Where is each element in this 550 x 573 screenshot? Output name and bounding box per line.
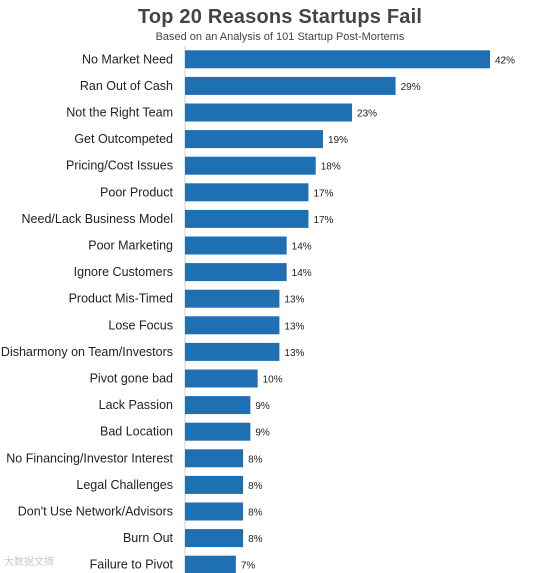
category-label: No Financing/Investor Interest xyxy=(6,451,173,465)
bar xyxy=(185,475,244,494)
chart-subtitle: Based on an Analysis of 101 Startup Post… xyxy=(155,31,405,43)
value-label: 18% xyxy=(321,162,341,173)
value-label: 14% xyxy=(292,242,312,253)
value-label: 29% xyxy=(401,82,421,93)
category-label: Bad Location xyxy=(100,425,173,439)
category-label: No Market Need xyxy=(82,52,173,66)
bar xyxy=(185,502,244,521)
bar xyxy=(185,209,309,228)
category-label: Ignore Customers xyxy=(74,265,173,279)
value-label: 17% xyxy=(313,188,333,199)
value-label: 13% xyxy=(284,321,304,332)
category-label: Product Mis-Timed xyxy=(69,292,173,306)
category-label: Need/Lack Business Model xyxy=(22,212,173,226)
bar xyxy=(185,50,490,69)
value-label: 13% xyxy=(284,348,304,359)
value-label: 8% xyxy=(248,508,263,519)
bar xyxy=(185,183,309,202)
bar xyxy=(185,555,236,573)
category-label: Ran Out of Cash xyxy=(80,79,173,93)
value-label: 8% xyxy=(248,534,263,545)
value-label: 9% xyxy=(255,401,270,412)
value-label: 17% xyxy=(313,215,333,226)
category-label: Failure to Pivot xyxy=(90,558,174,572)
bar xyxy=(185,422,251,441)
bar xyxy=(185,396,251,415)
value-label: 10% xyxy=(263,375,283,386)
value-label: 23% xyxy=(357,109,377,120)
category-label: Legal Challenges xyxy=(76,478,173,492)
bar xyxy=(185,529,244,548)
category-label: Pivot gone bad xyxy=(90,372,173,386)
value-label: 8% xyxy=(248,481,263,492)
category-label: Not the Right Team xyxy=(66,106,173,120)
bar xyxy=(185,342,280,361)
category-label: Poor Marketing xyxy=(88,239,173,253)
value-label: 13% xyxy=(284,295,304,306)
value-label: 9% xyxy=(255,428,270,439)
bar xyxy=(185,236,287,255)
bar xyxy=(185,130,323,149)
category-label: Poor Product xyxy=(100,185,173,199)
watermark-text: 大数据文摘 xyxy=(4,557,54,568)
value-label: 19% xyxy=(328,135,348,146)
category-label: Lose Focus xyxy=(108,318,173,332)
bar xyxy=(185,289,280,308)
category-label: Pricing/Cost Issues xyxy=(66,159,173,173)
value-label: 8% xyxy=(248,454,263,465)
category-label: Burn Out xyxy=(123,531,174,545)
chart-title: Top 20 Reasons Startups Fail xyxy=(137,6,423,28)
bar xyxy=(185,103,353,122)
bar xyxy=(185,76,396,95)
bar xyxy=(185,263,287,282)
category-label: Disharmony on Team/Investors xyxy=(1,345,173,359)
category-label: Get Outcompeted xyxy=(74,132,173,146)
value-label: 42% xyxy=(495,55,515,66)
bar xyxy=(185,156,316,175)
bar xyxy=(185,316,280,335)
value-label: 14% xyxy=(292,268,312,279)
category-label: Lack Passion xyxy=(99,398,173,412)
bar xyxy=(185,449,244,468)
value-label: 7% xyxy=(241,561,256,572)
bar xyxy=(185,369,258,388)
category-label: Don't Use Network/Advisors xyxy=(18,505,173,519)
